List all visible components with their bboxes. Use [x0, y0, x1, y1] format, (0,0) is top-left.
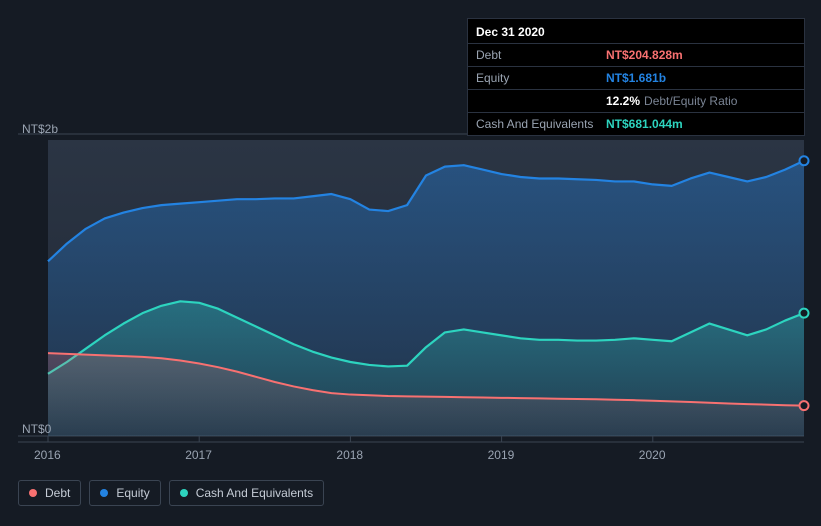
tooltip-row-label: Equity [476, 71, 606, 85]
tooltip-row-value: NT$1.681b [606, 71, 666, 85]
x-axis-year-label: 2020 [639, 448, 666, 462]
tooltip-row: Cash And EquivalentsNT$681.044m [468, 112, 804, 135]
chart-legend: Debt Equity Cash And Equivalents [18, 480, 324, 506]
tooltip-row-value: 12.2%Debt/Equity Ratio [606, 94, 737, 108]
tooltip-row-value: NT$681.044m [606, 117, 683, 131]
tooltip-date: Dec 31 2020 [468, 19, 804, 43]
tooltip-row-value: NT$204.828m [606, 48, 683, 62]
x-axis-year-label: 2017 [185, 448, 212, 462]
tooltip-row: DebtNT$204.828m [468, 43, 804, 66]
tooltip-row-label: Debt [476, 48, 606, 62]
x-axis-year-label: 2016 [34, 448, 61, 462]
legend-dot-icon [180, 489, 188, 497]
legend-item-label: Equity [116, 486, 149, 500]
y-axis-label-max: NT$2b [22, 122, 58, 136]
legend-item-debt[interactable]: Debt [18, 480, 81, 506]
legend-dot-icon [29, 489, 37, 497]
x-axis-year-label: 2019 [488, 448, 515, 462]
legend-item-cash-and-equivalents[interactable]: Cash And Equivalents [169, 480, 324, 506]
x-axis-year-label: 2018 [336, 448, 363, 462]
tooltip-row-label: Cash And Equivalents [476, 117, 606, 131]
legend-item-label: Cash And Equivalents [196, 486, 313, 500]
y-axis-label-min: NT$0 [22, 422, 51, 436]
tooltip-row: 12.2%Debt/Equity Ratio [468, 89, 804, 112]
tooltip-row-sublabel: Debt/Equity Ratio [644, 94, 737, 108]
legend-dot-icon [100, 489, 108, 497]
legend-item-equity[interactable]: Equity [89, 480, 160, 506]
chart-tooltip: Dec 31 2020 DebtNT$204.828mEquityNT$1.68… [467, 18, 805, 136]
tooltip-row: EquityNT$1.681b [468, 66, 804, 89]
debt-equity-chart: Dec 31 2020 DebtNT$204.828mEquityNT$1.68… [0, 0, 821, 526]
legend-item-label: Debt [45, 486, 70, 500]
tooltip-row-label [476, 94, 606, 108]
